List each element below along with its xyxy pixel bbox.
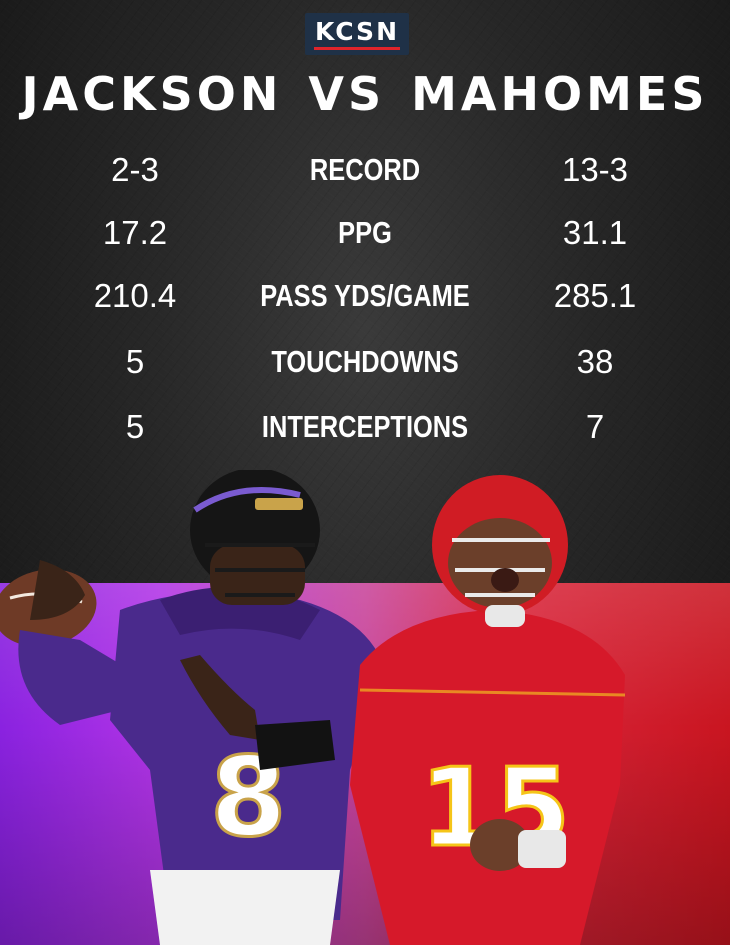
stat-row-record: 2-3 RECORD 13-3 [0,140,730,200]
mahomes-pass-yds: 285.1 [553,277,637,314]
logo-underline [314,46,400,50]
title-left-name: JACKSON [21,67,283,121]
title-right-name: MAHOMES [411,67,709,121]
stat-row-touchdowns: 5 TOUCHDOWNS 38 [0,332,730,392]
mahomes-touchdowns: 38 [576,343,614,380]
logo-text: KCSN [315,16,399,46]
jackson-interceptions: 5 [125,408,145,445]
mahomes-player-image: 15 [340,465,640,945]
mahomes-record: 13-3 [561,151,629,188]
stat-label-pass-yds: PASS YDS/GAME [260,278,470,313]
jackson-pass-yds: 210.4 [93,277,177,314]
stat-label-record: RECORD [309,152,421,187]
stat-label-touchdowns: TOUCHDOWNS [271,344,459,379]
stat-label-ppg: PPG [338,215,392,250]
jackson-record: 2-3 [111,151,159,188]
jackson-touchdowns: 5 [125,343,145,380]
jackson-ppg: 17.2 [102,214,168,251]
jackson-player-image: 8 [0,470,390,945]
kcsn-logo: KCSN [305,13,409,55]
stat-row-pass-yds: 210.4 PASS YDS/GAME 285.1 [0,266,730,326]
mahomes-ppg: 31.1 [562,214,628,251]
mahomes-interceptions: 7 [585,408,605,445]
stat-label-interceptions: INTERCEPTIONS [261,409,469,444]
stat-row-ppg: 17.2 PPG 31.1 [0,203,730,263]
page-title: JACKSON VS MAHOMES [0,68,730,120]
stat-row-interceptions: 5 INTERCEPTIONS 7 [0,397,730,457]
title-vs: VS [308,67,386,121]
